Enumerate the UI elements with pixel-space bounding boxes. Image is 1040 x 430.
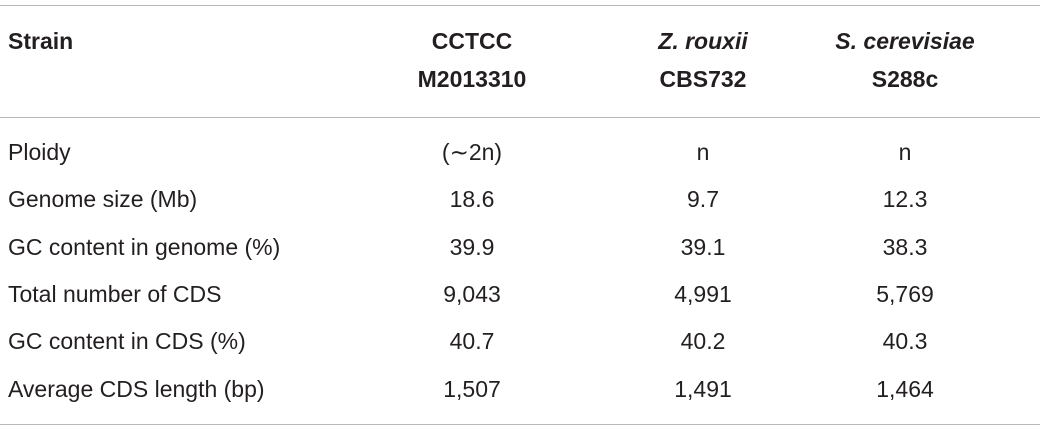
header-cell: CCTCC <box>431 28 513 54</box>
value-cell: 5,769 <box>876 280 934 307</box>
header-rule <box>0 117 1040 118</box>
header-cell: S. cerevisiae <box>835 28 975 54</box>
value-cell: 40.7 <box>449 328 495 355</box>
value-cell: (∼2n) <box>441 139 503 165</box>
value-cell: 1,464 <box>876 375 934 402</box>
header-cell: S288c <box>871 66 939 92</box>
bottom-rule <box>0 424 1040 425</box>
value-cell: n <box>898 139 912 165</box>
header-cell: Z. rouxii <box>658 28 748 54</box>
value-cell: 1,491 <box>674 375 732 402</box>
header-cell: M2013310 <box>417 66 527 92</box>
row-label: Ploidy <box>8 139 71 165</box>
value-cell: 40.2 <box>680 328 726 355</box>
header-cell: Strain <box>8 28 74 54</box>
value-cell: 39.9 <box>449 233 495 260</box>
row-label: GC content in genome (%) <box>8 233 281 260</box>
top-rule <box>0 5 1040 6</box>
row-label: GC content in CDS (%) <box>8 328 246 355</box>
header-cell: CBS732 <box>659 66 747 92</box>
value-cell: 9,043 <box>443 280 501 307</box>
value-cell: 1,507 <box>443 375 501 402</box>
value-cell: 38.3 <box>882 233 928 260</box>
value-cell: n <box>696 139 710 165</box>
value-cell: 12.3 <box>882 186 928 213</box>
value-cell: 4,991 <box>674 280 732 307</box>
row-label: Average CDS length (bp) <box>8 375 265 402</box>
row-label: Total number of CDS <box>8 280 222 307</box>
row-label: Genome size (Mb) <box>8 186 198 213</box>
value-cell: 40.3 <box>882 328 928 355</box>
value-cell: 18.6 <box>449 186 495 213</box>
value-cell: 9.7 <box>687 186 719 213</box>
value-cell: 39.1 <box>680 233 726 260</box>
